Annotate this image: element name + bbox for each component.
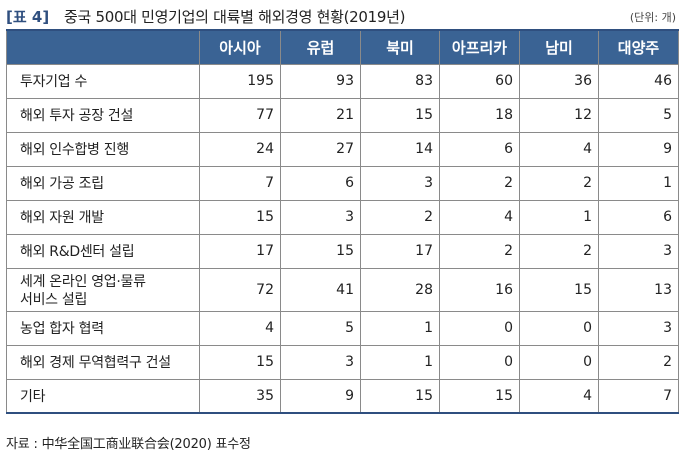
table-cell: 1	[598, 165, 679, 201]
table-cell: 2	[439, 165, 520, 201]
table-cell: 72	[199, 267, 281, 312]
table-cell: 83	[360, 63, 440, 99]
table-cell: 195	[199, 63, 281, 99]
table-cell: 15	[199, 344, 281, 380]
row-label: 세계 온라인 영업·물류 서비스 설립	[6, 267, 200, 312]
table-cell: 13	[598, 267, 679, 312]
table-cell: 35	[199, 378, 281, 414]
table-cell: 6	[598, 199, 679, 235]
table-cell: 15	[199, 199, 281, 235]
row-label: 기타	[6, 378, 200, 414]
row-label: 농업 합자 협력	[6, 310, 200, 346]
table-cell: 0	[519, 344, 599, 380]
table-cell: 46	[598, 63, 679, 99]
table-cell: 4	[439, 199, 520, 235]
table-cell: 2	[519, 165, 599, 201]
table-cell: 0	[519, 310, 599, 346]
column-header: 아프리카	[439, 29, 520, 65]
row-label: 해외 자원 개발	[6, 199, 200, 235]
table-cell: 4	[519, 378, 599, 414]
table-cell: 36	[519, 63, 599, 99]
table-cell: 3	[598, 233, 679, 269]
row-label: 해외 투자 공장 건설	[6, 97, 200, 133]
table-cell: 41	[280, 267, 361, 312]
table-row: 농업 합자 협력 4 5 1 0 0 3	[6, 310, 679, 346]
table-row: 해외 가공 조립 7 6 3 2 2 1	[6, 165, 679, 201]
table-cell: 9	[598, 131, 679, 167]
table-cell: 2	[519, 233, 599, 269]
table-cell: 93	[280, 63, 361, 99]
table-cell: 2	[439, 233, 520, 269]
table-cell: 6	[439, 131, 520, 167]
table-row: 해외 R&D센터 설립 17 15 17 2 2 3	[6, 233, 679, 269]
source-note: 자료 : 中华全国工商业联合会(2020) 표수정	[6, 437, 251, 452]
table-cell: 4	[199, 310, 281, 346]
row-label-line: 서비스 설립	[20, 291, 88, 308]
table-cell: 3	[598, 310, 679, 346]
table-cell: 3	[280, 199, 361, 235]
row-label: 해외 경제 무역협력구 건설	[6, 344, 200, 380]
header-row: 아시아 유럽 북미 아프리카 남미 대양주	[6, 29, 679, 65]
table-cell: 77	[199, 97, 281, 133]
table-cell: 0	[439, 310, 520, 346]
table-row: 해외 인수합병 진행 24 27 14 6 4 9	[6, 131, 679, 167]
table-cell: 7	[598, 378, 679, 414]
column-header: 유럽	[280, 29, 361, 65]
table-cell: 5	[280, 310, 361, 346]
table-row: 해외 경제 무역협력구 건설 15 3 1 0 0 2	[6, 344, 679, 380]
row-label: 해외 인수합병 진행	[6, 131, 200, 167]
table-cell: 2	[598, 344, 679, 380]
column-header: 아시아	[199, 29, 281, 65]
column-header: 대양주	[598, 29, 679, 65]
table-row: 기타 35 9 15 15 4 7	[6, 378, 679, 414]
table-cell: 24	[199, 131, 281, 167]
table-number-label: [표 4]	[6, 8, 50, 26]
table-cell: 5	[598, 97, 679, 133]
data-table: 아시아 유럽 북미 아프리카 남미 대양주 투자기업 수 195 93 83 6…	[6, 29, 679, 414]
table-cell: 15	[360, 97, 440, 133]
row-label: 투자기업 수	[6, 63, 200, 99]
table-cell: 15	[280, 233, 361, 269]
table-row: 해외 투자 공장 건설 77 21 15 18 12 5	[6, 97, 679, 133]
table-cell: 0	[439, 344, 520, 380]
table-cell: 3	[280, 344, 361, 380]
table-cell: 4	[519, 131, 599, 167]
table-row: 투자기업 수 195 93 83 60 36 46	[6, 63, 679, 99]
table-cell: 7	[199, 165, 281, 201]
table-cell: 16	[439, 267, 520, 312]
unit-note: (단위: 개)	[629, 11, 676, 24]
table-cell: 27	[280, 131, 361, 167]
table-cell: 6	[280, 165, 361, 201]
table-title-bar: [표 4] 중국 500대 민영기업의 대륙별 해외경영 현황(2019년) (…	[6, 4, 678, 28]
header-corner	[6, 29, 200, 65]
table-row: 세계 온라인 영업·물류 서비스 설립 72 41 28 16 15 13	[6, 267, 679, 312]
table-cell: 60	[439, 63, 520, 99]
table-cell: 3	[360, 165, 440, 201]
table-cell: 2	[360, 199, 440, 235]
table-cell: 15	[439, 378, 520, 414]
table-cell: 21	[280, 97, 361, 133]
table-cell: 14	[360, 131, 440, 167]
row-label: 해외 가공 조립	[6, 165, 200, 201]
table-title: 중국 500대 민영기업의 대륙별 해외경영 현황(2019년)	[64, 8, 406, 26]
column-header: 남미	[519, 29, 599, 65]
table-cell: 15	[519, 267, 599, 312]
table-cell: 18	[439, 97, 520, 133]
table-cell: 17	[199, 233, 281, 269]
table-cell: 28	[360, 267, 440, 312]
row-label: 해외 R&D센터 설립	[6, 233, 200, 269]
column-header: 북미	[360, 29, 440, 65]
table-cell: 12	[519, 97, 599, 133]
table-cell: 1	[519, 199, 599, 235]
row-label-line: 세계 온라인 영업·물류	[20, 273, 146, 290]
table-cell: 1	[360, 310, 440, 346]
table-cell: 17	[360, 233, 440, 269]
table-cell: 9	[280, 378, 361, 414]
table-cell: 15	[360, 378, 440, 414]
table-row: 해외 자원 개발 15 3 2 4 1 6	[6, 199, 679, 235]
table-cell: 1	[360, 344, 440, 380]
